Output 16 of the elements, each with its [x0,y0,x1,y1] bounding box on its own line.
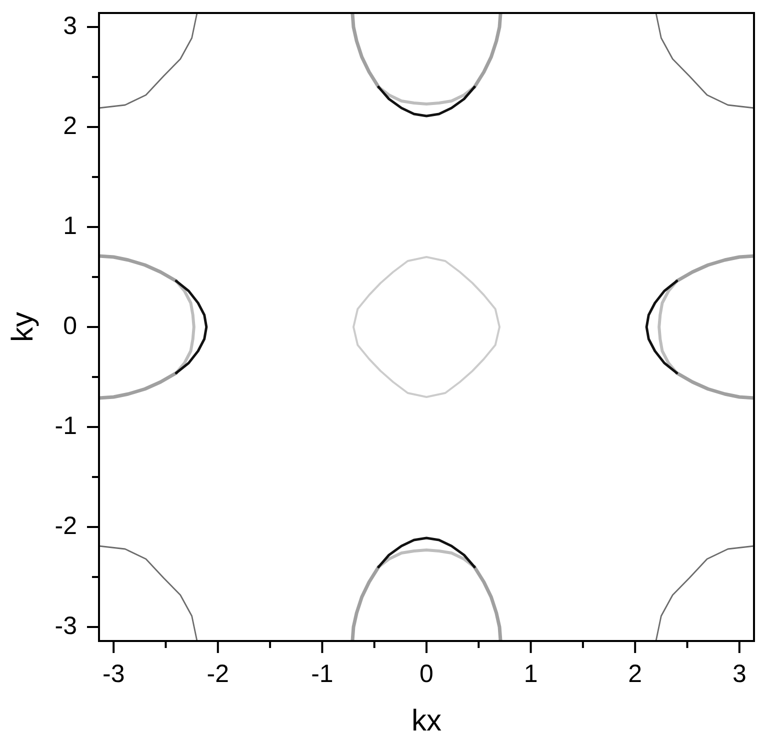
x-tick-label: -3 [102,660,125,688]
y-tick-label: 3 [63,12,77,40]
x-tick-label: 0 [420,660,434,688]
x-tick-label: -1 [311,660,334,688]
x-tick-label: 1 [524,660,538,688]
y-tick-label: -3 [54,612,77,640]
y-axis-title: ky [6,312,40,342]
y-tick-label: 0 [63,312,77,340]
x-axis-title: kx [412,704,442,738]
y-tick-label: 1 [63,212,77,240]
x-tick-label: 3 [732,660,746,688]
y-tick-label: 2 [63,112,77,140]
y-tick-label: -1 [54,412,77,440]
y-tick-label: -2 [54,512,77,540]
x-tick-label: 2 [628,660,642,688]
x-tick-label: -2 [206,660,230,688]
